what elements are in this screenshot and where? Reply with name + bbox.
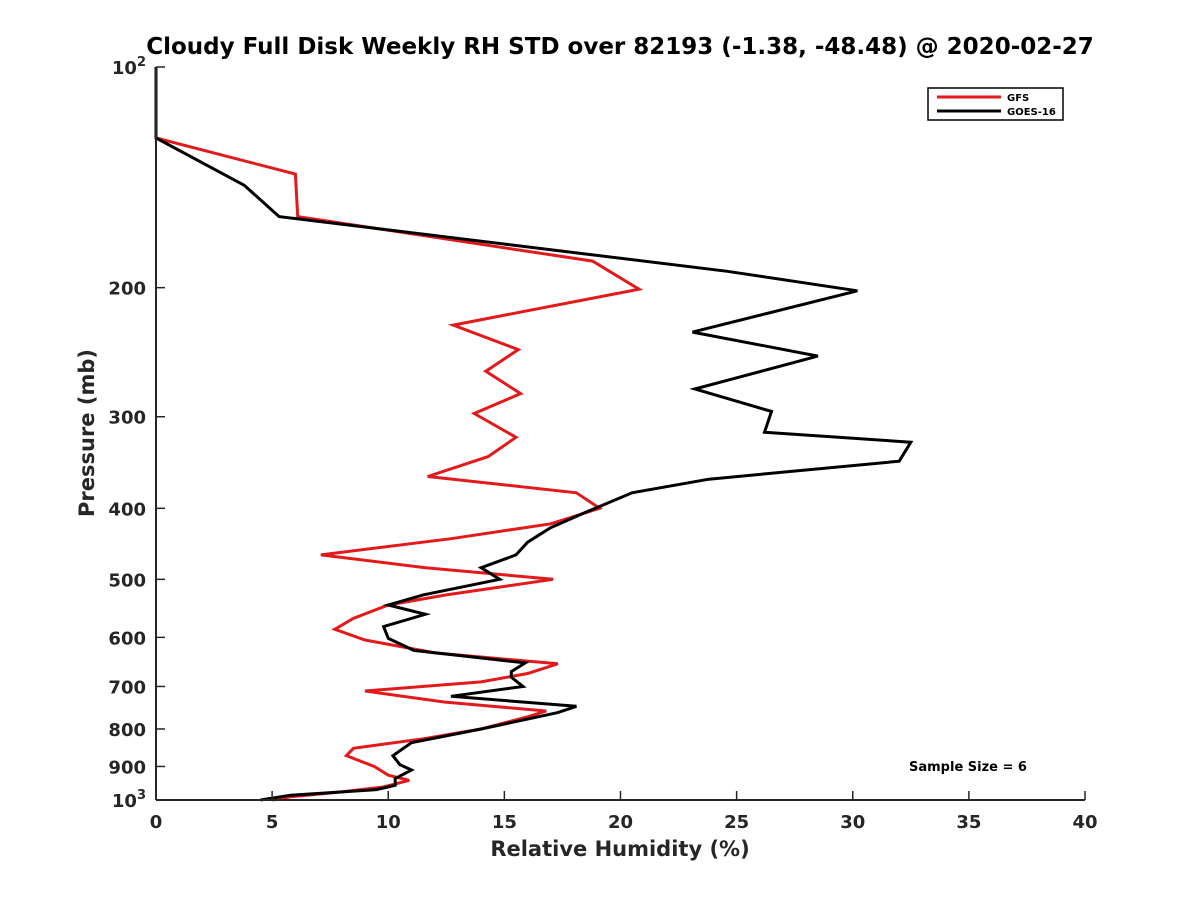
x-tick-label: 35: [956, 812, 981, 833]
y-tick-label: 400: [108, 499, 146, 520]
sample-size-annotation: Sample Size = 6: [909, 760, 1027, 775]
legend-label-goes-16: GOES-16: [1007, 107, 1056, 118]
y-tick-label: 700: [108, 677, 146, 698]
series-layer: [154, 67, 914, 802]
y-tick-exponent: 3: [137, 788, 146, 803]
x-axis-label: Relative Humidity (%): [490, 837, 749, 861]
y-tick-label: 500: [108, 570, 146, 591]
y-axis-label: Pressure (mb): [75, 349, 99, 517]
series-line-goes-16: [154, 67, 914, 802]
legend-label-gfs: GFS: [1007, 93, 1029, 104]
x-tick-label: 15: [492, 812, 517, 833]
x-tick-label: 40: [1072, 812, 1097, 833]
chart-title: Cloudy Full Disk Weekly RH STD over 8219…: [146, 34, 1094, 60]
axes-layer: 0 5 10 15 20 25 30 35 40102200300400500600700800…: [108, 55, 1097, 833]
x-tick-label: 20: [608, 812, 633, 833]
y-tick-label: 600: [108, 628, 146, 649]
x-tick-label: 5: [266, 812, 279, 833]
y-tick-base: 10: [112, 791, 137, 812]
legend: GFS GOES-16: [927, 87, 1064, 121]
y-tick-base: 10: [112, 58, 137, 79]
y-tick-label: 103: [112, 788, 146, 812]
x-tick-label: 10: [376, 812, 401, 833]
legend-box: [927, 87, 1064, 121]
x-tick-label: 0: [150, 812, 163, 833]
y-tick-label: 200: [108, 279, 146, 300]
y-tick-label: 300: [108, 408, 146, 429]
y-tick-exponent: 2: [137, 55, 146, 70]
y-tick-label: 800: [108, 720, 146, 741]
y-tick-label: 102: [112, 55, 146, 79]
y-tick-label: 900: [108, 757, 146, 778]
x-tick-label: 25: [724, 812, 749, 833]
x-tick-label: 30: [840, 812, 865, 833]
